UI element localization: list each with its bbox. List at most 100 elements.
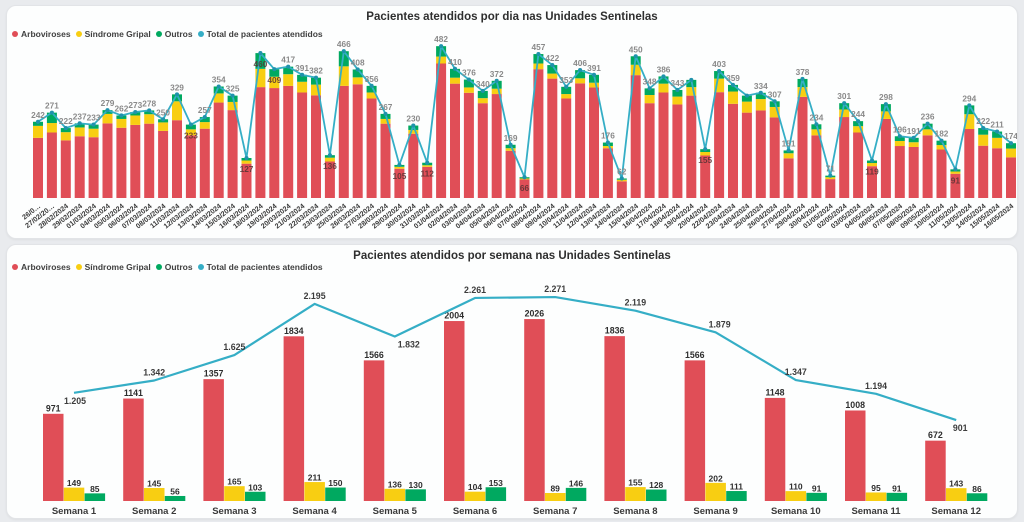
daily-bar-arboviroses[interactable] xyxy=(867,166,877,198)
weekly-bar-arboviroses[interactable] xyxy=(764,397,786,501)
daily-bar-arboviroses[interactable] xyxy=(533,69,544,198)
daily-line-dot[interactable] xyxy=(397,162,402,167)
daily-line-dot[interactable] xyxy=(925,121,930,126)
daily-line-dot[interactable] xyxy=(480,88,485,93)
weekly-bar-arboviroses[interactable] xyxy=(845,410,866,501)
daily-bar-arboviroses[interactable] xyxy=(825,179,836,198)
daily-bar-outros[interactable] xyxy=(658,76,669,84)
daily-bar-sindrome-gripal[interactable] xyxy=(213,93,224,103)
weekly-bar-arboviroses[interactable] xyxy=(524,319,545,501)
legend-item-arboviroses[interactable]: Arboviroses xyxy=(12,262,71,272)
daily-line-dot[interactable] xyxy=(216,84,221,89)
daily-bar-outros[interactable] xyxy=(477,90,488,99)
daily-line-dot[interactable] xyxy=(869,158,875,163)
daily-line-dot[interactable] xyxy=(147,108,152,113)
daily-line-dot[interactable] xyxy=(939,138,944,143)
daily-line-dot[interactable] xyxy=(244,155,249,161)
daily-bar-arboviroses[interactable] xyxy=(352,84,363,198)
daily-bar-arboviroses[interactable] xyxy=(589,87,599,198)
daily-bar-arboviroses[interactable] xyxy=(908,146,919,198)
daily-bar-arboviroses[interactable] xyxy=(116,127,127,198)
daily-bar-sindrome-gripal[interactable] xyxy=(811,129,822,136)
weekly-bar-sindrome-gripal[interactable] xyxy=(545,493,566,501)
daily-bar-arboviroses[interactable] xyxy=(839,117,850,198)
daily-bar-outros[interactable] xyxy=(978,128,989,135)
daily-line-dot[interactable] xyxy=(689,77,694,82)
daily-bar-arboviroses[interactable] xyxy=(575,83,586,198)
daily-bar-sindrome-gripal[interactable] xyxy=(561,94,572,99)
daily-bar-sindrome-gripal[interactable] xyxy=(589,82,599,88)
daily-bar-arboviroses[interactable] xyxy=(950,173,961,198)
daily-line-dot[interactable] xyxy=(786,148,791,153)
daily-bar-sindrome-gripal[interactable] xyxy=(241,160,252,164)
weekly-bar-sindrome-gripal[interactable] xyxy=(144,487,165,501)
daily-line-dot[interactable] xyxy=(772,99,777,104)
daily-line-dot[interactable] xyxy=(550,63,555,68)
daily-bar-outros[interactable] xyxy=(172,94,182,102)
daily-bar-arboviroses[interactable] xyxy=(700,155,711,198)
daily-line-dot[interactable] xyxy=(313,75,319,80)
daily-bar-arboviroses[interactable] xyxy=(311,95,321,198)
daily-line-dot[interactable] xyxy=(133,109,138,115)
daily-bar-arboviroses[interactable] xyxy=(33,137,43,198)
daily-bar-arboviroses[interactable] xyxy=(505,150,516,198)
daily-bar-arboviroses[interactable] xyxy=(297,92,308,198)
daily-bar-sindrome-gripal[interactable] xyxy=(741,101,752,113)
daily-bar-sindrome-gripal[interactable] xyxy=(450,77,460,84)
daily-line-dot[interactable] xyxy=(758,90,763,95)
daily-bar-arboviroses[interactable] xyxy=(46,132,57,198)
daily-bar-arboviroses[interactable] xyxy=(255,87,266,198)
daily-bar-arboviroses[interactable] xyxy=(144,123,155,198)
daily-bar-sindrome-gripal[interactable] xyxy=(297,81,308,93)
weekly-bar-sindrome-gripal[interactable] xyxy=(705,482,726,501)
daily-bar-arboviroses[interactable] xyxy=(728,103,738,198)
daily-line-dot[interactable] xyxy=(494,78,499,83)
daily-line-dot[interactable] xyxy=(967,103,972,108)
legend-item-sindrome-gripal[interactable]: Síndrome Gripal xyxy=(75,262,151,272)
daily-line-dot[interactable] xyxy=(800,76,805,81)
daily-bar-arboviroses[interactable] xyxy=(797,96,808,198)
daily-bar-sindrome-gripal[interactable] xyxy=(33,125,43,138)
legend-item-arboviroses[interactable]: Arboviroses xyxy=(12,29,71,39)
daily-line-dot[interactable] xyxy=(77,121,82,126)
daily-bar-outros[interactable] xyxy=(255,53,266,69)
daily-bar-arboviroses[interactable] xyxy=(324,161,335,198)
daily-bar-arboviroses[interactable] xyxy=(547,78,558,198)
daily-bar-arboviroses[interactable] xyxy=(60,140,71,198)
daily-line-dot[interactable] xyxy=(188,122,193,127)
daily-line-dot[interactable] xyxy=(286,64,291,69)
daily-bar-sindrome-gripal[interactable] xyxy=(755,99,766,111)
daily-bar-outros[interactable] xyxy=(547,65,558,74)
weekly-bar-outros[interactable] xyxy=(565,487,587,501)
daily-bar-sindrome-gripal[interactable] xyxy=(867,163,877,167)
daily-bar-sindrome-gripal[interactable] xyxy=(728,91,738,104)
weekly-bar-sindrome-gripal[interactable] xyxy=(625,487,646,501)
daily-bar-sindrome-gripal[interactable] xyxy=(352,77,363,85)
daily-bar-outros[interactable] xyxy=(199,117,210,123)
daily-line-dot[interactable] xyxy=(327,153,332,158)
daily-bar-sindrome-gripal[interactable] xyxy=(311,84,321,96)
weekly-bar-arboviroses[interactable] xyxy=(444,321,465,501)
daily-bar-sindrome-gripal[interactable] xyxy=(491,88,502,95)
daily-bar-arboviroses[interactable] xyxy=(519,179,530,198)
daily-line-dot[interactable] xyxy=(591,72,597,77)
daily-line-dot[interactable] xyxy=(953,167,958,172)
daily-bar-outros[interactable] xyxy=(185,124,196,130)
daily-bar-outros[interactable] xyxy=(992,131,1003,138)
daily-bar-sindrome-gripal[interactable] xyxy=(922,129,933,136)
daily-bar-outros[interactable] xyxy=(213,86,224,94)
weekly-bar-outros[interactable] xyxy=(405,489,426,501)
daily-line-dot[interactable] xyxy=(355,67,360,72)
weekly-bar-sindrome-gripal[interactable] xyxy=(785,491,807,501)
daily-bar-sindrome-gripal[interactable] xyxy=(797,87,808,97)
daily-bar-arboviroses[interactable] xyxy=(978,145,989,198)
weekly-bar-outros[interactable] xyxy=(646,489,667,501)
daily-bar-sindrome-gripal[interactable] xyxy=(394,166,405,169)
legend-item-total[interactable]: Total de pacientes atendidos xyxy=(197,262,323,272)
daily-bar-sindrome-gripal[interactable] xyxy=(46,123,57,133)
daily-bar-sindrome-gripal[interactable] xyxy=(172,101,182,121)
daily-bar-outros[interactable] xyxy=(297,74,308,82)
daily-bar-sindrome-gripal[interactable] xyxy=(575,78,586,84)
daily-bar-arboviroses[interactable] xyxy=(769,117,780,198)
daily-bar-arboviroses[interactable] xyxy=(992,148,1003,198)
